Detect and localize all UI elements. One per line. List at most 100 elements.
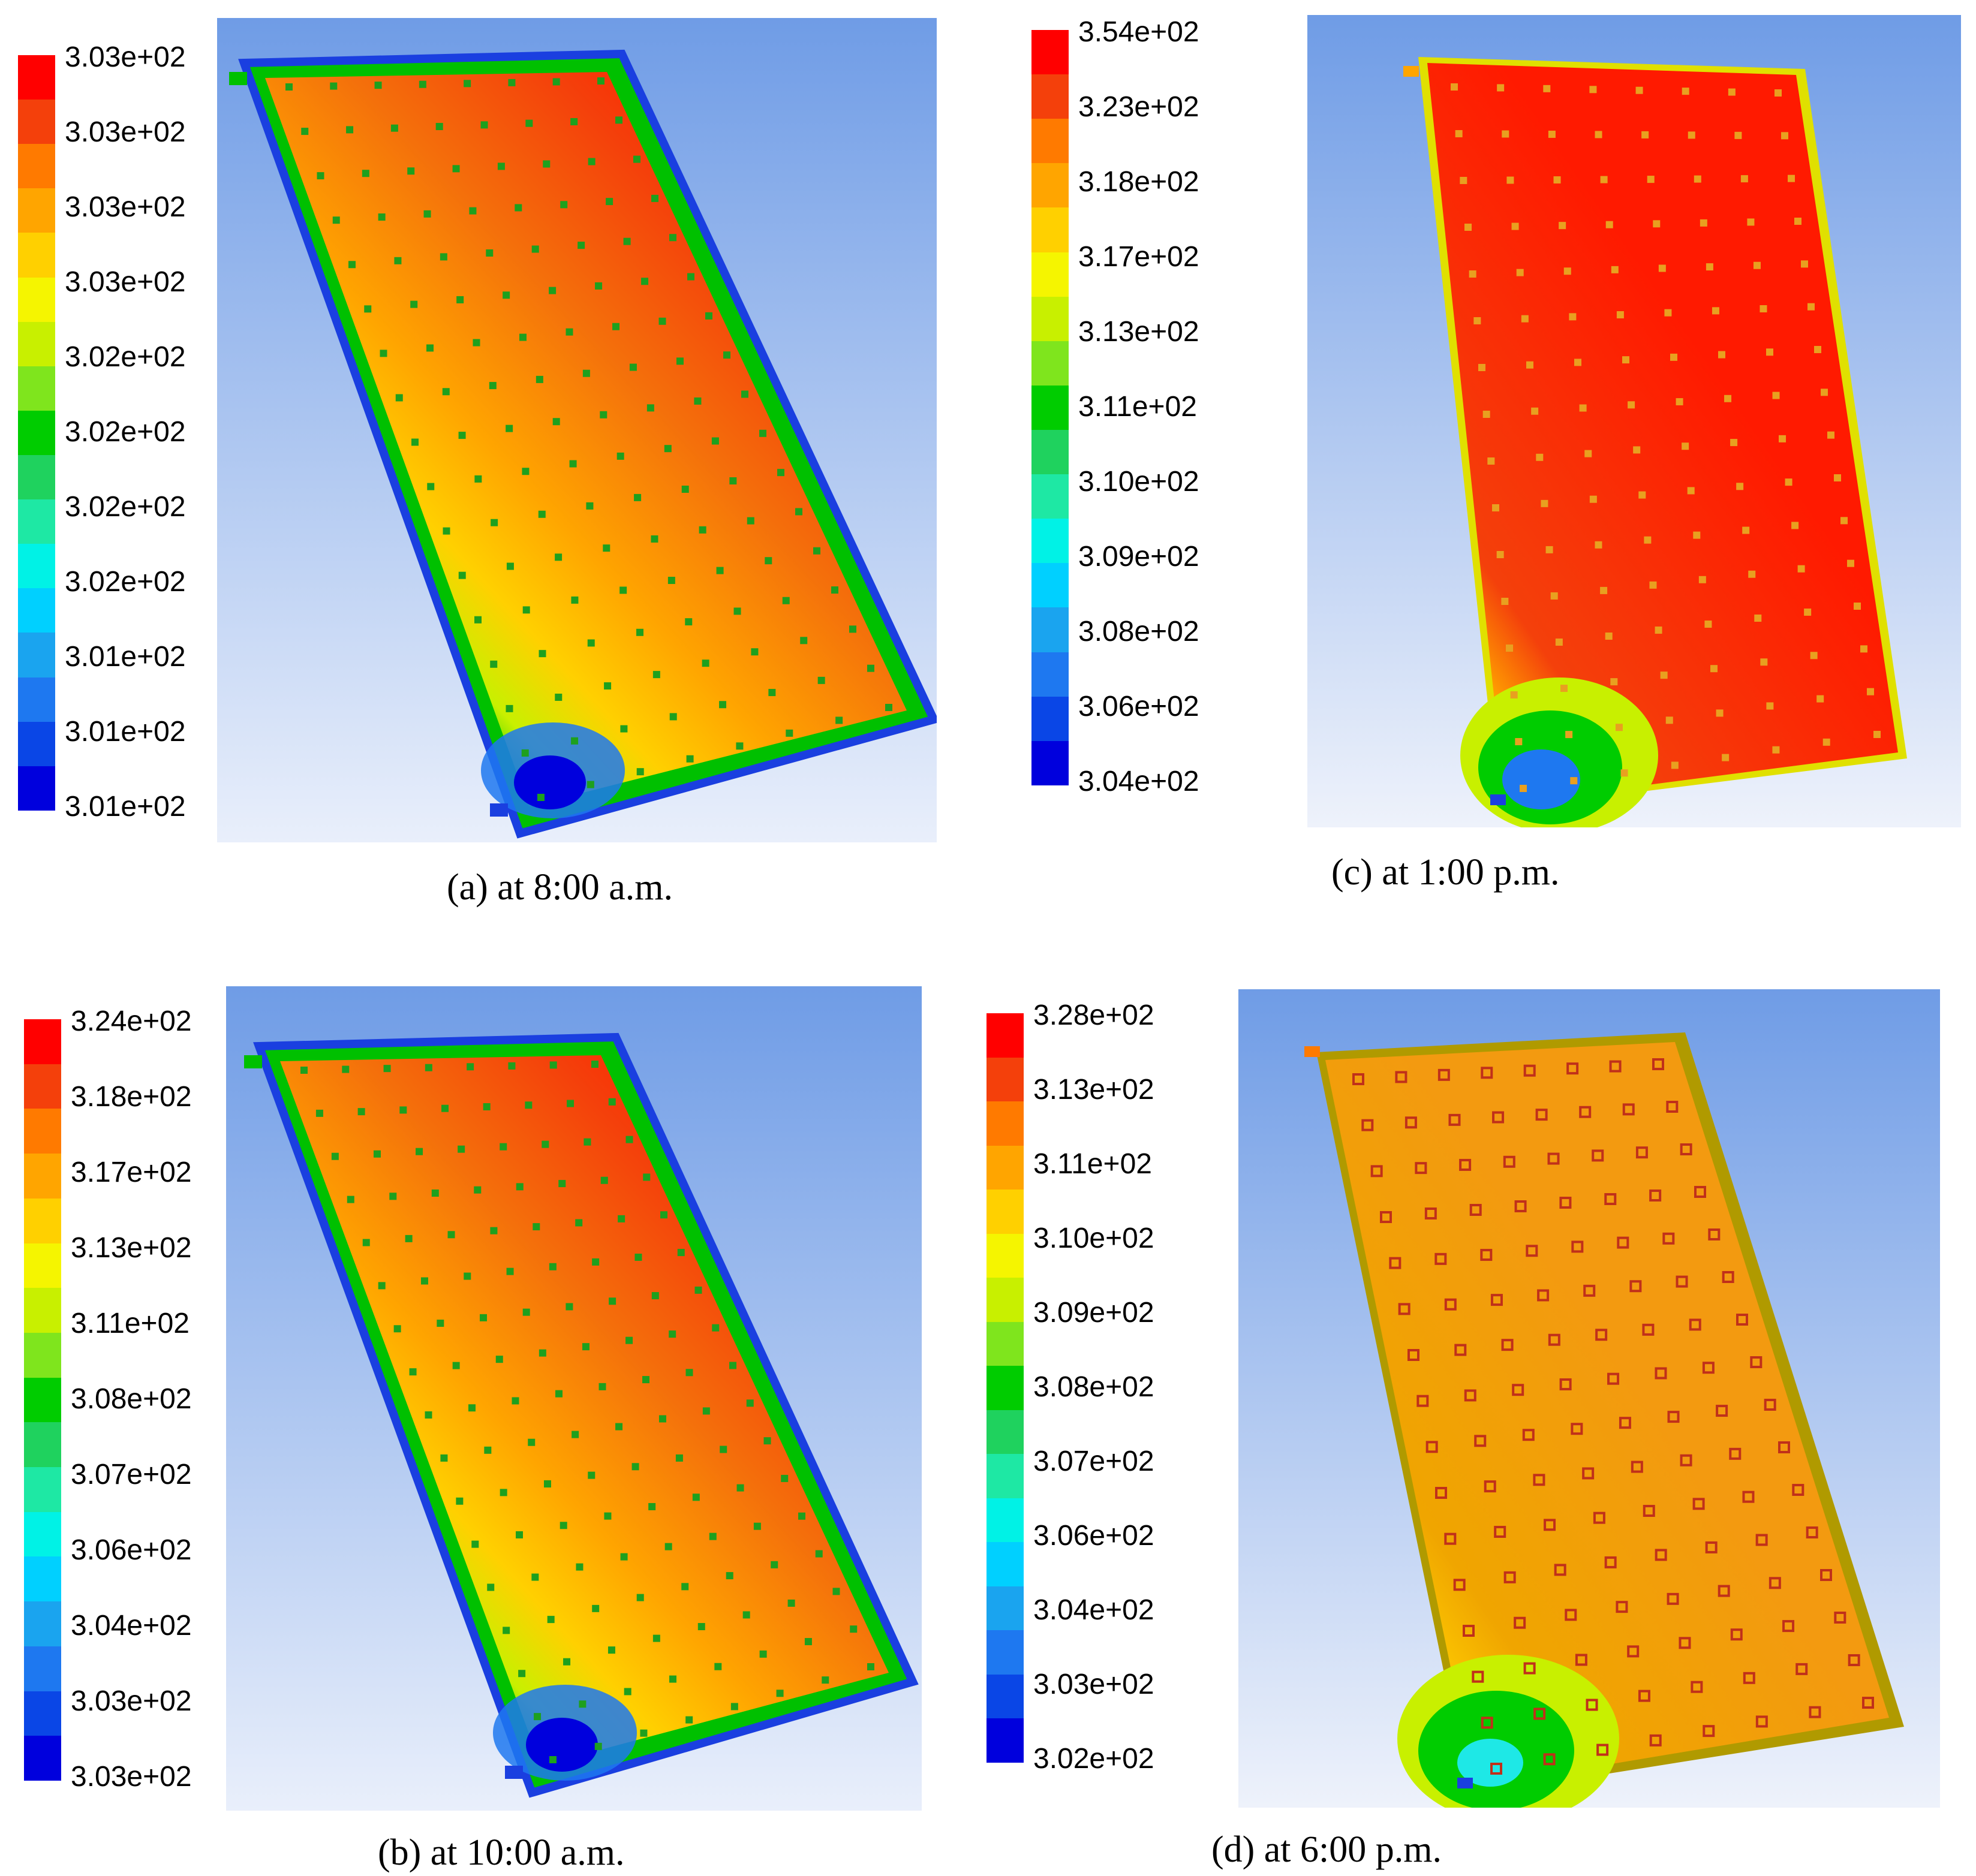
tube-marker	[1595, 131, 1602, 138]
colorbar-band	[1031, 341, 1069, 386]
tube-marker	[571, 596, 579, 604]
tube-marker	[1520, 785, 1527, 792]
tube-marker	[694, 397, 702, 405]
tube-marker	[1670, 353, 1677, 361]
tube-marker	[458, 432, 466, 439]
tube-marker	[431, 1190, 439, 1197]
colorbar-tick-label: 3.01e+02	[65, 716, 186, 748]
tube-marker	[1512, 1384, 1524, 1396]
tube-marker	[426, 344, 434, 352]
tube-marker	[1804, 609, 1812, 616]
tube-marker	[711, 437, 719, 445]
tube-marker	[1571, 1423, 1583, 1435]
tube-marker	[1742, 526, 1750, 534]
tube-marker	[1589, 86, 1597, 94]
tube-marker	[651, 194, 658, 202]
tube-marker	[633, 155, 640, 163]
tube-marker	[317, 172, 324, 180]
tube-marker	[729, 1362, 736, 1369]
tube-marker	[536, 375, 543, 383]
tube-marker	[1460, 177, 1467, 184]
tube-marker	[518, 1670, 526, 1678]
tube-marker	[469, 207, 477, 215]
tube-marker	[480, 1314, 488, 1321]
tube-marker	[591, 1061, 598, 1068]
tube-marker	[763, 1437, 771, 1445]
colorbar-tick-label: 3.10e+02	[1078, 466, 1199, 498]
tube-marker	[528, 1438, 536, 1446]
tube-marker	[675, 1454, 683, 1462]
tube-marker	[1455, 130, 1463, 137]
tube-marker	[579, 1700, 587, 1708]
tube-marker	[1766, 348, 1773, 356]
colorbar-tick-label: 3.17e+02	[1078, 241, 1199, 273]
tube-marker	[720, 1446, 727, 1453]
tube-marker	[832, 1588, 840, 1595]
tube-marker	[423, 210, 431, 218]
tube-marker	[1676, 398, 1683, 406]
colorbar-band	[18, 277, 55, 322]
tube-marker	[549, 287, 557, 294]
tube-marker	[1821, 389, 1828, 396]
tube-marker	[1555, 639, 1563, 646]
colorbar-band	[18, 55, 55, 100]
tube-marker	[753, 1522, 761, 1530]
tube-marker	[667, 577, 675, 585]
tube-marker	[1754, 615, 1762, 622]
tube-marker	[1792, 1484, 1804, 1496]
tube-marker	[506, 704, 513, 712]
tube-marker	[1682, 88, 1689, 95]
colorbar-tick-label: 3.09e+02	[1033, 1297, 1154, 1329]
tube-marker	[1643, 1505, 1655, 1517]
tube-marker	[787, 1599, 795, 1607]
tube-marker	[1698, 576, 1706, 583]
tube-marker	[1469, 1204, 1482, 1216]
tube-marker	[570, 118, 578, 125]
tube-marker	[1537, 1289, 1550, 1302]
plate-contour-d	[1238, 989, 1940, 1808]
tube-marker	[625, 1136, 633, 1143]
tube-marker	[867, 664, 874, 672]
tube-marker	[1515, 738, 1523, 745]
colorbar-band	[18, 144, 55, 189]
tube-marker	[699, 526, 706, 534]
colorbar-c: 3.54e+02 3.23e+02 3.18e+02 3.17e+02 3.13e+02…	[1031, 18, 1211, 796]
tube-marker	[702, 1407, 710, 1415]
tube-marker	[1395, 1071, 1407, 1083]
tube-marker	[489, 382, 497, 390]
tube-marker	[1584, 450, 1592, 457]
tube-marker	[1553, 176, 1561, 184]
tube-marker	[615, 116, 622, 124]
tube-marker	[1788, 174, 1795, 182]
tube-marker	[1742, 1490, 1755, 1503]
tube-marker	[1724, 395, 1732, 402]
colorbar-tick-label: 3.13e+02	[1033, 1074, 1154, 1106]
colorbar-tick-label: 3.10e+02	[1033, 1222, 1154, 1254]
tube-marker	[1772, 746, 1780, 754]
tube-marker	[409, 1368, 417, 1376]
colorbar-band	[1031, 740, 1069, 785]
tube-marker	[640, 1729, 648, 1737]
tube-marker	[1816, 695, 1824, 703]
tube-marker	[1503, 1155, 1515, 1168]
tube-marker	[1454, 1344, 1467, 1356]
tube-marker	[1769, 1577, 1781, 1589]
tube-marker	[636, 1594, 644, 1601]
tube-marker	[786, 729, 793, 737]
tube-marker	[484, 1446, 492, 1454]
tube-marker	[390, 124, 398, 132]
tube-marker	[681, 485, 689, 493]
colorbar-tick-label: 3.01e+02	[65, 791, 186, 823]
colorbar-tick-label: 3.18e+02	[1078, 166, 1199, 198]
tube-marker	[1778, 1441, 1790, 1453]
tube-marker	[1579, 1106, 1592, 1118]
colorbar-b: 3.24e+02 3.18e+02 3.17e+02 3.13e+02 3.11e+02…	[24, 1007, 192, 1791]
tube-marker	[1565, 1609, 1577, 1621]
colorbar-band	[1031, 119, 1069, 164]
tube-marker	[768, 689, 776, 697]
colorbar-band	[1031, 519, 1069, 564]
tube-marker	[1775, 89, 1782, 97]
tube-marker	[1617, 1236, 1629, 1249]
tube-marker	[1691, 1681, 1703, 1693]
tube-marker	[362, 170, 369, 177]
